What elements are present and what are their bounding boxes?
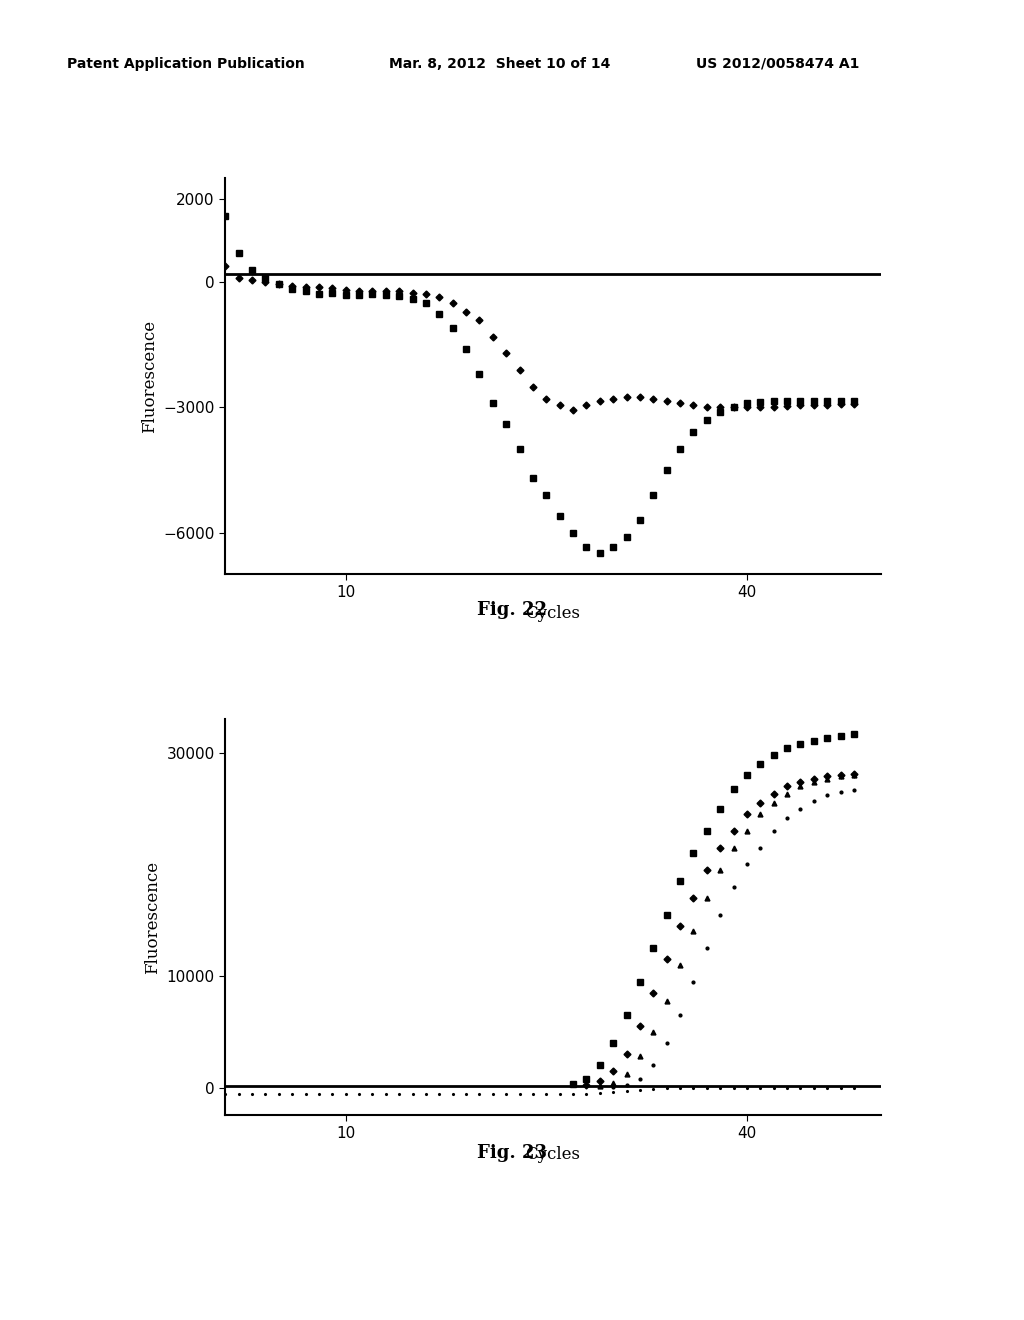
Y-axis label: Fluorescence: Fluorescence bbox=[144, 861, 161, 974]
Y-axis label: Fluorescence: Fluorescence bbox=[141, 319, 158, 433]
Text: Fig. 23: Fig. 23 bbox=[477, 1144, 547, 1163]
X-axis label: Cycles: Cycles bbox=[525, 605, 581, 622]
Text: US 2012/0058474 A1: US 2012/0058474 A1 bbox=[696, 57, 860, 71]
Text: Patent Application Publication: Patent Application Publication bbox=[67, 57, 304, 71]
Text: Mar. 8, 2012  Sheet 10 of 14: Mar. 8, 2012 Sheet 10 of 14 bbox=[389, 57, 610, 71]
Text: Fig. 22: Fig. 22 bbox=[477, 601, 547, 619]
X-axis label: Cycles: Cycles bbox=[525, 1146, 581, 1163]
